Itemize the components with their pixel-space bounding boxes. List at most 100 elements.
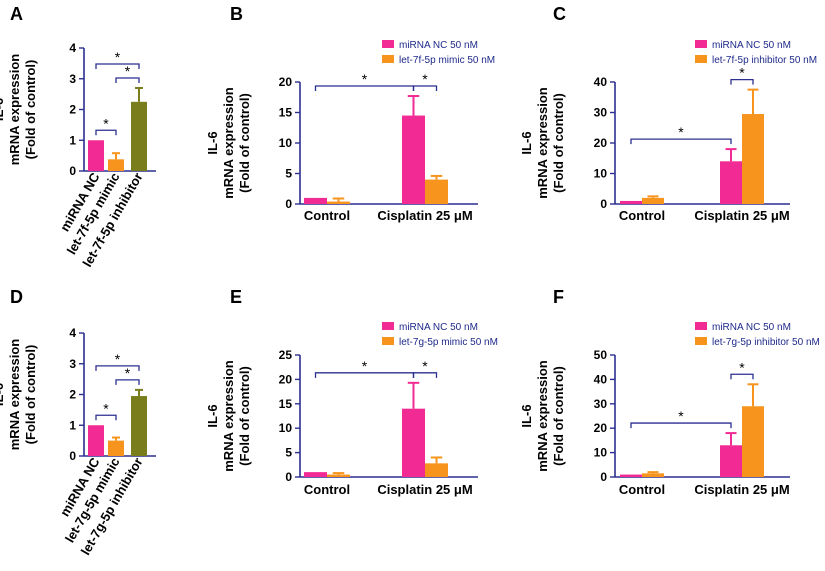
y-axis-title: IL-6 mRNA expression (Fold of control) — [519, 360, 566, 472]
bar — [720, 445, 742, 477]
legend-swatch — [695, 322, 707, 330]
significance-star: * — [739, 359, 745, 375]
bar — [304, 472, 327, 477]
y-tick-label: 20 — [594, 136, 608, 150]
y-tick-label: 0 — [600, 470, 607, 484]
x-category-label: Control — [619, 208, 665, 223]
x-category-label: Cisplatin 25 μM — [377, 482, 472, 497]
legend-label: let-7f-5p inhibitor 50 nM — [712, 55, 817, 66]
legend-swatch — [382, 55, 394, 63]
y-axis-title-line: (Fold of control) — [551, 93, 566, 193]
significance-bracket — [95, 365, 140, 371]
bar — [402, 408, 425, 477]
y-tick-label: 1 — [69, 418, 76, 432]
y-tick-label: 0 — [285, 470, 292, 484]
significance-bracket — [630, 138, 732, 145]
panel-label-c: C — [553, 4, 566, 24]
panel-label-b: B — [230, 4, 243, 24]
significance-star: * — [422, 358, 428, 374]
significance-star: * — [739, 65, 745, 81]
x-category-label: Control — [304, 482, 350, 497]
significance-bracket — [95, 63, 140, 69]
legend-label: miRNA NC 50 nM — [399, 322, 478, 333]
bar — [642, 473, 664, 477]
y-tick-label: 3 — [69, 357, 76, 371]
bar — [304, 197, 327, 204]
significance-bracket — [730, 78, 754, 85]
bar — [642, 197, 664, 204]
bar — [742, 114, 764, 204]
bar — [620, 200, 642, 204]
chart-panel-e: E IL-6 mRNA expression (Fold of control) 0 5 1… — [205, 287, 498, 497]
significance-bracket — [115, 379, 140, 385]
bar — [88, 140, 104, 171]
y-tick-label: 5 — [285, 446, 292, 460]
y-axis-title-line: (Fold of control) — [23, 60, 38, 160]
chart-panel-d: D IL-6 mRNA expression (Fold of control) 0 1 2… — [0, 287, 156, 558]
x-category-label: Cisplatin 25 μM — [694, 208, 789, 223]
y-tick-label: 10 — [279, 421, 293, 435]
y-tick-label: 20 — [279, 75, 293, 89]
bar — [425, 179, 448, 204]
legend-label: let-7g-5p mimic 50 nM — [399, 337, 498, 348]
y-axis-title-line: IL-6 — [205, 131, 220, 154]
y-tick-label: 0 — [69, 164, 76, 178]
legend-swatch — [382, 40, 394, 48]
significance-bracket — [412, 85, 438, 92]
y-tick-label: 25 — [279, 348, 293, 362]
panel-label-f: F — [553, 287, 564, 307]
chart-panel-f: F IL-6 mRNA expression (Fold of control) 0 10… — [519, 287, 820, 497]
legend-label: miRNA NC 50 nM — [712, 40, 791, 51]
y-axis-title-line: (Fold of control) — [551, 366, 566, 466]
y-axis-title-line: IL-6 — [205, 404, 220, 427]
y-axis-title-line: (Fold of control) — [23, 345, 38, 445]
significance-star: * — [115, 351, 121, 367]
bar — [88, 425, 104, 456]
significance-star: * — [115, 49, 121, 65]
y-axis-title: IL-6 mRNA expression (Fold of control) — [0, 54, 38, 166]
y-axis-title-line: (Fold of control) — [237, 366, 252, 466]
x-category-label: Cisplatin 25 μM — [377, 208, 472, 223]
significance-star: * — [362, 358, 368, 374]
y-tick-label: 50 — [594, 348, 608, 362]
y-tick-label: 5 — [285, 167, 292, 181]
significance-bracket — [95, 414, 117, 421]
bar — [402, 115, 425, 204]
y-tick-label: 10 — [594, 167, 608, 181]
y-axis-title: IL-6 mRNA expression (Fold of control) — [519, 87, 566, 199]
bar — [720, 161, 742, 204]
y-tick-label: 10 — [279, 136, 293, 150]
y-axis-title-line: IL-6 — [519, 404, 534, 427]
legend-swatch — [695, 40, 707, 48]
legend-label: miRNA NC 50 nM — [712, 322, 791, 333]
significance-bracket — [115, 77, 140, 83]
y-tick-label: 0 — [600, 197, 607, 211]
y-tick-label: 4 — [69, 41, 76, 55]
bar — [327, 474, 350, 477]
significance-star: * — [422, 71, 428, 87]
legend-swatch — [382, 322, 394, 330]
y-tick-label: 10 — [594, 446, 608, 460]
y-tick-label: 0 — [69, 449, 76, 463]
y-tick-label: 15 — [279, 397, 293, 411]
significance-bracket — [412, 372, 438, 378]
significance-bracket — [95, 129, 117, 136]
panel-label-e: E — [230, 287, 242, 307]
x-category-label: Cisplatin 25 μM — [694, 482, 789, 497]
y-tick-label: 3 — [69, 72, 76, 86]
legend-swatch — [695, 337, 707, 345]
bar — [327, 201, 350, 204]
significance-star: * — [678, 408, 684, 424]
significance-bracket — [630, 422, 732, 429]
y-axis-title-line: mRNA expression — [221, 360, 236, 472]
y-tick-label: 20 — [594, 421, 608, 435]
y-tick-label: 30 — [594, 397, 608, 411]
y-axis-title-line: IL-6 — [0, 383, 6, 406]
bar — [620, 474, 642, 477]
significance-bracket — [730, 373, 754, 380]
chart-panel-c: C IL-6 mRNA expression (Fold of control) 0 10… — [519, 4, 817, 223]
y-tick-label: 2 — [69, 103, 76, 117]
legend-label: let-7f-5p mimic 50 nM — [399, 55, 495, 66]
significance-star: * — [125, 365, 131, 381]
